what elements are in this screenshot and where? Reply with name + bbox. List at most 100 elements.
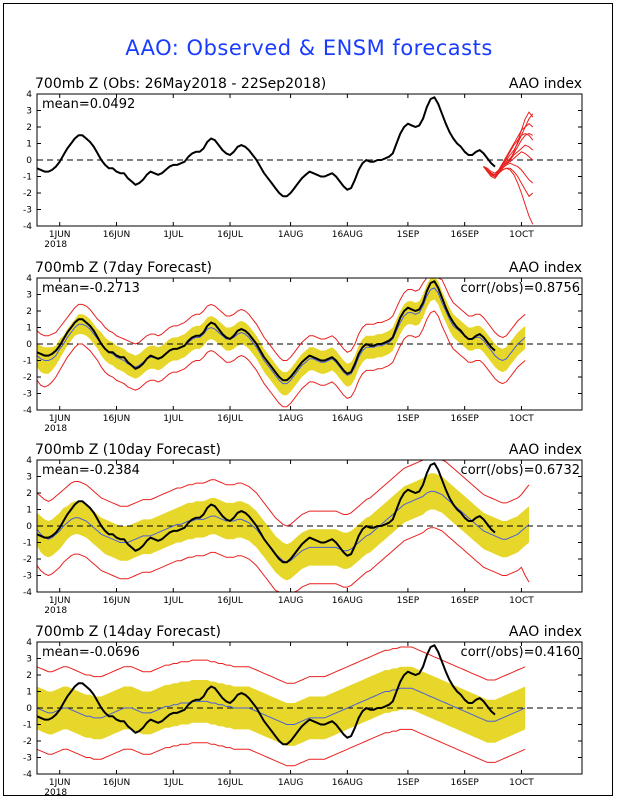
mean-stat: mean=0.0492 [42,97,135,112]
ensemble-mean-line [37,490,530,563]
y-tick-label: 1 [26,688,32,698]
figure-title: AAO: Observed & ENSM forecasts [125,36,493,60]
x-tick-label: 16SEP [451,596,480,606]
x-tick-year-label: 2018 [44,424,67,432]
x-tick-label: 16JUL [217,230,243,240]
lower-bound-line [37,527,530,592]
y-tick-label: 1 [26,324,32,334]
correlation-stat: corr(/obs)=0.8756 [461,281,580,296]
y-tick-label: 3 [26,473,32,483]
y-tick-label: -3 [23,572,32,582]
y-tick-label: -2 [23,555,32,565]
y-tick-label: 2 [26,671,32,681]
x-tick-label: 16JUL [217,596,243,606]
lower-bound-line [37,728,526,767]
x-tick-label: 1JUL [163,596,183,606]
x-tick-label: 1JUN [49,778,71,788]
y-tick-label: 4 [26,456,32,466]
x-tick-label: 1AUG [278,778,303,788]
panel-title-right: AAO index [509,76,582,92]
y-tick-label: 1 [26,506,32,516]
y-tick-label: -4 [23,770,32,780]
x-tick-label: 1OCT [509,778,534,788]
x-tick-year-label: 2018 [44,606,67,614]
upper-bound-line [37,460,530,527]
x-tick-label: 16JUN [103,778,130,788]
panel-title-left: 700mb Z (Obs: 26May2018 - 22Sep2018) [35,76,326,92]
y-tick-label: 2 [26,307,32,317]
x-tick-label: 1OCT [509,596,534,606]
x-tick-label: 16SEP [451,230,480,240]
x-tick-label: 16SEP [451,414,480,424]
panel-title-right: AAO index [509,624,582,640]
ensemble-member-line [483,111,534,178]
x-tick-label: 1OCT [509,230,534,240]
ensemble-member-line [483,133,534,174]
y-tick-label: -1 [23,539,32,549]
x-tick-label: 1AUG [278,414,303,424]
y-tick-label: 4 [26,274,32,284]
correlation-stat: corr(/obs)=0.6732 [461,463,580,478]
y-tick-label: 1 [26,140,32,150]
y-tick-label: -1 [23,721,32,731]
ensemble-mean-line [37,687,526,725]
x-tick-label: 16AUG [332,230,363,240]
panel-title-right: AAO index [509,442,582,458]
y-tick-label: -4 [23,222,32,232]
x-tick-label: 1SEP [397,414,420,424]
y-tick-label: -1 [23,357,32,367]
y-tick-label: -2 [23,189,32,199]
y-tick-label: -3 [23,206,32,216]
x-tick-label: 1AUG [278,230,303,240]
upper-bound-line [37,646,526,684]
mean-stat: mean=-0.2384 [42,463,140,478]
x-tick-label: 1AUG [278,596,303,606]
y-tick-label: -4 [23,406,32,416]
y-tick-label: -4 [23,588,32,598]
y-tick-label: -2 [23,373,32,383]
correlation-stat: corr(/obs)=0.4160 [461,645,580,660]
x-tick-label: 16SEP [451,778,480,788]
ensemble-mean-line [37,287,526,385]
mean-stat: mean=-0.0696 [42,645,140,660]
lower-bound-line [37,310,526,408]
spread-band [37,666,526,746]
figure-frame [3,3,613,796]
x-tick-label: 16JUN [103,230,130,240]
x-tick-label: 16AUG [332,414,363,424]
observed-line [37,96,496,198]
x-tick-label: 16JUN [103,414,130,424]
y-tick-label: 0 [26,340,32,350]
x-tick-label: 1SEP [397,230,420,240]
x-tick-label: 16JUN [103,596,130,606]
y-tick-label: 0 [26,522,32,532]
y-tick-label: 4 [26,638,32,648]
panel-title-left: 700mb Z (10day Forecast) [35,442,221,458]
y-tick-label: -1 [23,173,32,183]
panel-title-left: 700mb Z (7day Forecast) [35,260,212,276]
x-tick-label: 16JUL [217,778,243,788]
y-tick-label: -2 [23,737,32,747]
x-tick-label: 1OCT [509,414,534,424]
ensemble-member-line [483,162,534,184]
upper-bound-line [37,278,526,361]
ensemble-member-line [483,166,534,225]
x-tick-label: 16JUL [217,414,243,424]
y-tick-label: -3 [23,390,32,400]
spread-band [37,278,526,396]
mean-stat: mean=-0.2713 [42,281,140,296]
panel-title-left: 700mb Z (14day Forecast) [35,624,221,640]
y-tick-label: 3 [26,291,32,301]
observed-line [37,644,496,746]
y-tick-label: 0 [26,156,32,166]
observed-line [37,462,496,564]
observed-line [37,280,496,382]
x-tick-year-label: 2018 [44,788,67,796]
x-tick-label: 1JUL [163,414,183,424]
y-tick-label: 0 [26,704,32,714]
